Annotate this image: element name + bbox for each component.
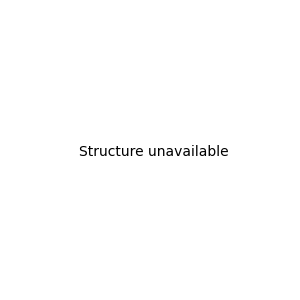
Text: Structure unavailable: Structure unavailable bbox=[79, 145, 229, 158]
